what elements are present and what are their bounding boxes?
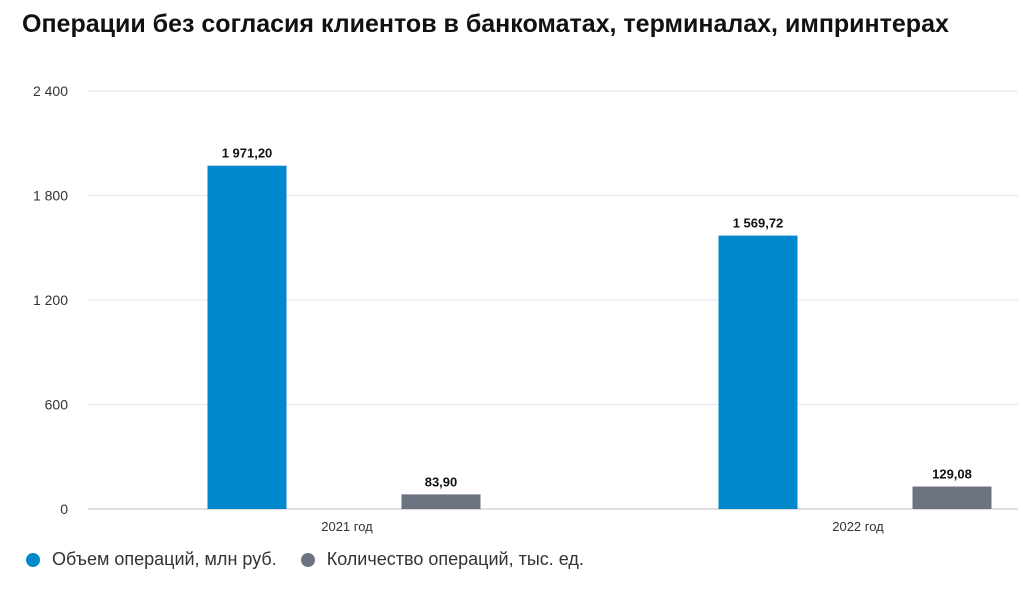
y-tick-label: 1 800 — [33, 188, 68, 204]
legend-marker-count — [300, 552, 315, 567]
legend-item-count[interactable]: Количество операций, тыс. ед. — [300, 549, 584, 570]
legend-label-count: Количество операций, тыс. ед. — [326, 549, 584, 569]
bar-volume — [718, 235, 798, 509]
bar-count — [912, 486, 992, 509]
legend-marker-volume — [26, 552, 40, 567]
data-label: 1 569,72 — [733, 216, 784, 231]
legend-item-volume[interactable]: Объем операций, млн руб. — [26, 549, 277, 570]
data-label: 1 971,20 — [222, 146, 273, 161]
chart-title: Операции без согласия клиентов в банкома… — [22, 10, 949, 38]
y-tick-label: 2 400 — [33, 83, 68, 99]
y-tick-label: 0 — [60, 501, 68, 517]
legend: Объем операций, млн руб. Количество опер… — [26, 549, 608, 570]
x-tick-label: 2021 год — [321, 519, 373, 534]
x-tick-label: 2022 год — [832, 519, 884, 534]
y-tick-label: 1 200 — [33, 292, 68, 308]
y-tick-label: 600 — [45, 397, 69, 413]
data-label: 83,90 — [425, 474, 458, 489]
data-label: 129,08 — [932, 467, 972, 482]
bar-volume — [207, 165, 287, 509]
legend-label-volume: Объем операций, млн руб. — [52, 549, 277, 569]
bar-count — [401, 494, 481, 509]
